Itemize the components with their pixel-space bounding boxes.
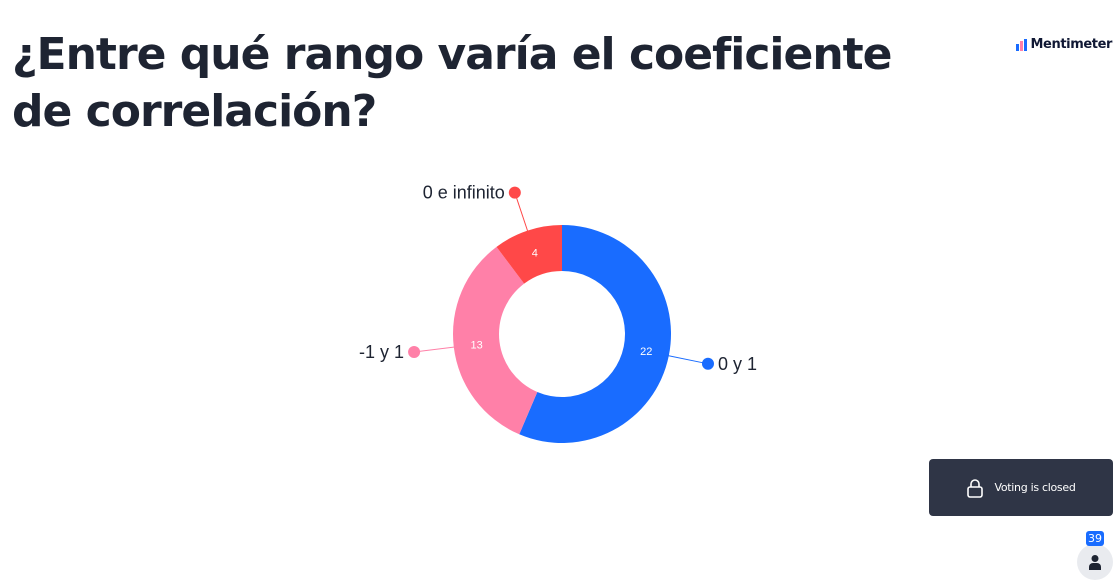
- category-label-1-y-1: -1 y 1: [359, 342, 404, 362]
- leader-line-0-e-infinito: [514, 192, 529, 233]
- value-label-0-e-infinito: 4: [532, 247, 538, 259]
- question-title: ¿Entre qué rango varía el coeficiente de…: [12, 29, 893, 137]
- participant-count: 39: [1086, 531, 1104, 546]
- person-icon: [1089, 555, 1101, 570]
- participants-indicator[interactable]: 39: [1076, 531, 1114, 580]
- lock-icon: [967, 478, 984, 498]
- mentimeter-brand: Mentimeter: [1015, 37, 1113, 52]
- category-label-0-y-1: 0 y 1: [718, 354, 757, 374]
- category-label-0-e-infinito: 0 e infinito: [423, 183, 505, 203]
- dot-0-e-infinito: [508, 186, 521, 199]
- brand-name: Mentimeter: [1030, 37, 1113, 52]
- dot-0-y-1: [701, 357, 714, 370]
- dot-1-y-1: [408, 345, 421, 358]
- leader-line-0-y-1: [666, 354, 709, 365]
- voting-status-badge: Voting is closed: [929, 459, 1113, 516]
- slice-0-e-infinito: [496, 225, 562, 284]
- slice-0-y-1: [519, 225, 671, 444]
- leader-line-1-y-1: [414, 346, 456, 353]
- value-label-0-y-1: 22: [640, 346, 652, 358]
- slice-1-y-1: [452, 246, 538, 435]
- voting-status-text: Voting is closed: [994, 481, 1076, 494]
- value-label-1-y-1: 13: [471, 339, 483, 351]
- mentimeter-logo-icon: [1015, 38, 1027, 51]
- participant-avatar: [1077, 544, 1113, 580]
